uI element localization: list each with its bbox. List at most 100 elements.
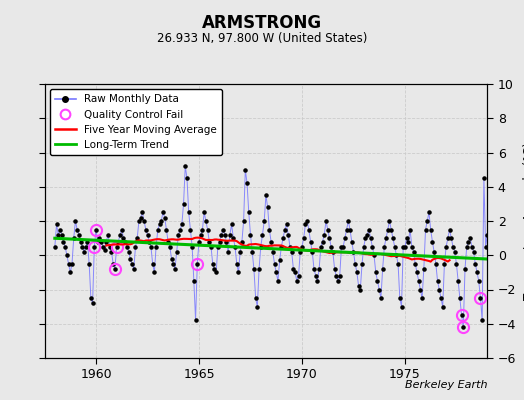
Point [260, 218, 268, 224]
Point [483, 232, 492, 238]
Point [466, 235, 474, 241]
Point [229, 235, 237, 241]
Point [231, 244, 239, 250]
Point [420, 266, 428, 272]
Point [332, 273, 341, 279]
Point [284, 232, 292, 238]
Point [190, 278, 198, 284]
Point [432, 261, 440, 267]
Point [337, 244, 346, 250]
Point [104, 232, 112, 238]
Point [239, 218, 248, 224]
Point [363, 232, 372, 238]
Point [181, 163, 190, 170]
Point [116, 232, 124, 238]
Point [342, 226, 351, 233]
Point [404, 238, 412, 245]
Point [159, 209, 167, 216]
Point [71, 218, 80, 224]
Point [128, 261, 136, 267]
Point [445, 226, 454, 233]
Point [380, 244, 388, 250]
Point [227, 221, 236, 228]
Legend: Raw Monthly Data, Quality Control Fail, Five Year Moving Average, Long-Term Tren: Raw Monthly Data, Quality Control Fail, … [50, 89, 222, 155]
Point [179, 201, 188, 207]
Point [83, 238, 92, 245]
Point [114, 238, 123, 245]
Point [344, 218, 353, 224]
Point [59, 238, 68, 245]
Point [325, 235, 334, 241]
Point [454, 278, 462, 284]
Point [356, 286, 365, 293]
Point [346, 226, 354, 233]
Point [253, 304, 261, 310]
Point [276, 257, 284, 264]
Point [82, 244, 90, 250]
Point [99, 244, 107, 250]
Point [373, 278, 381, 284]
Point [184, 209, 193, 216]
Point [198, 226, 206, 233]
Point [155, 221, 163, 228]
Point [382, 235, 390, 241]
Point [372, 269, 380, 276]
Point [80, 249, 88, 255]
Point [350, 249, 358, 255]
Point [136, 214, 145, 221]
Point [73, 226, 81, 233]
Point [488, 249, 497, 255]
Point [457, 312, 466, 318]
Point [471, 261, 479, 267]
Point [418, 295, 427, 301]
Point [277, 244, 286, 250]
Text: Berkeley Earth: Berkeley Earth [405, 380, 487, 390]
Point [95, 235, 104, 241]
Point [476, 295, 485, 301]
Point [370, 252, 378, 258]
Point [409, 249, 418, 255]
Point [377, 295, 385, 301]
Point [105, 244, 114, 250]
Point [86, 295, 95, 301]
Point [167, 256, 176, 262]
Point [279, 235, 287, 241]
Point [234, 269, 243, 276]
Point [416, 286, 424, 293]
Point [150, 269, 159, 276]
Point [423, 218, 431, 224]
Point [396, 295, 404, 301]
Point [90, 244, 99, 250]
Point [258, 232, 267, 238]
Point [123, 244, 131, 250]
Point [209, 261, 217, 267]
Point [233, 261, 241, 267]
Point [408, 244, 416, 250]
Point [52, 221, 61, 228]
Point [138, 209, 147, 216]
Point [451, 249, 459, 255]
Point [478, 317, 486, 324]
Point [327, 244, 335, 250]
Point [224, 249, 232, 255]
Point [479, 175, 488, 181]
Point [358, 261, 366, 267]
Point [320, 232, 329, 238]
Point [92, 226, 100, 233]
Point [210, 266, 219, 272]
Point [401, 244, 409, 250]
Point [413, 269, 421, 276]
Point [323, 226, 332, 233]
Point [188, 244, 196, 250]
Point [219, 226, 227, 233]
Point [452, 261, 461, 267]
Point [257, 244, 265, 250]
Point [54, 232, 62, 238]
Point [392, 252, 400, 258]
Point [270, 261, 279, 267]
Point [435, 286, 443, 293]
Point [85, 261, 93, 267]
Point [64, 261, 73, 267]
Point [319, 238, 327, 245]
Point [132, 244, 140, 250]
